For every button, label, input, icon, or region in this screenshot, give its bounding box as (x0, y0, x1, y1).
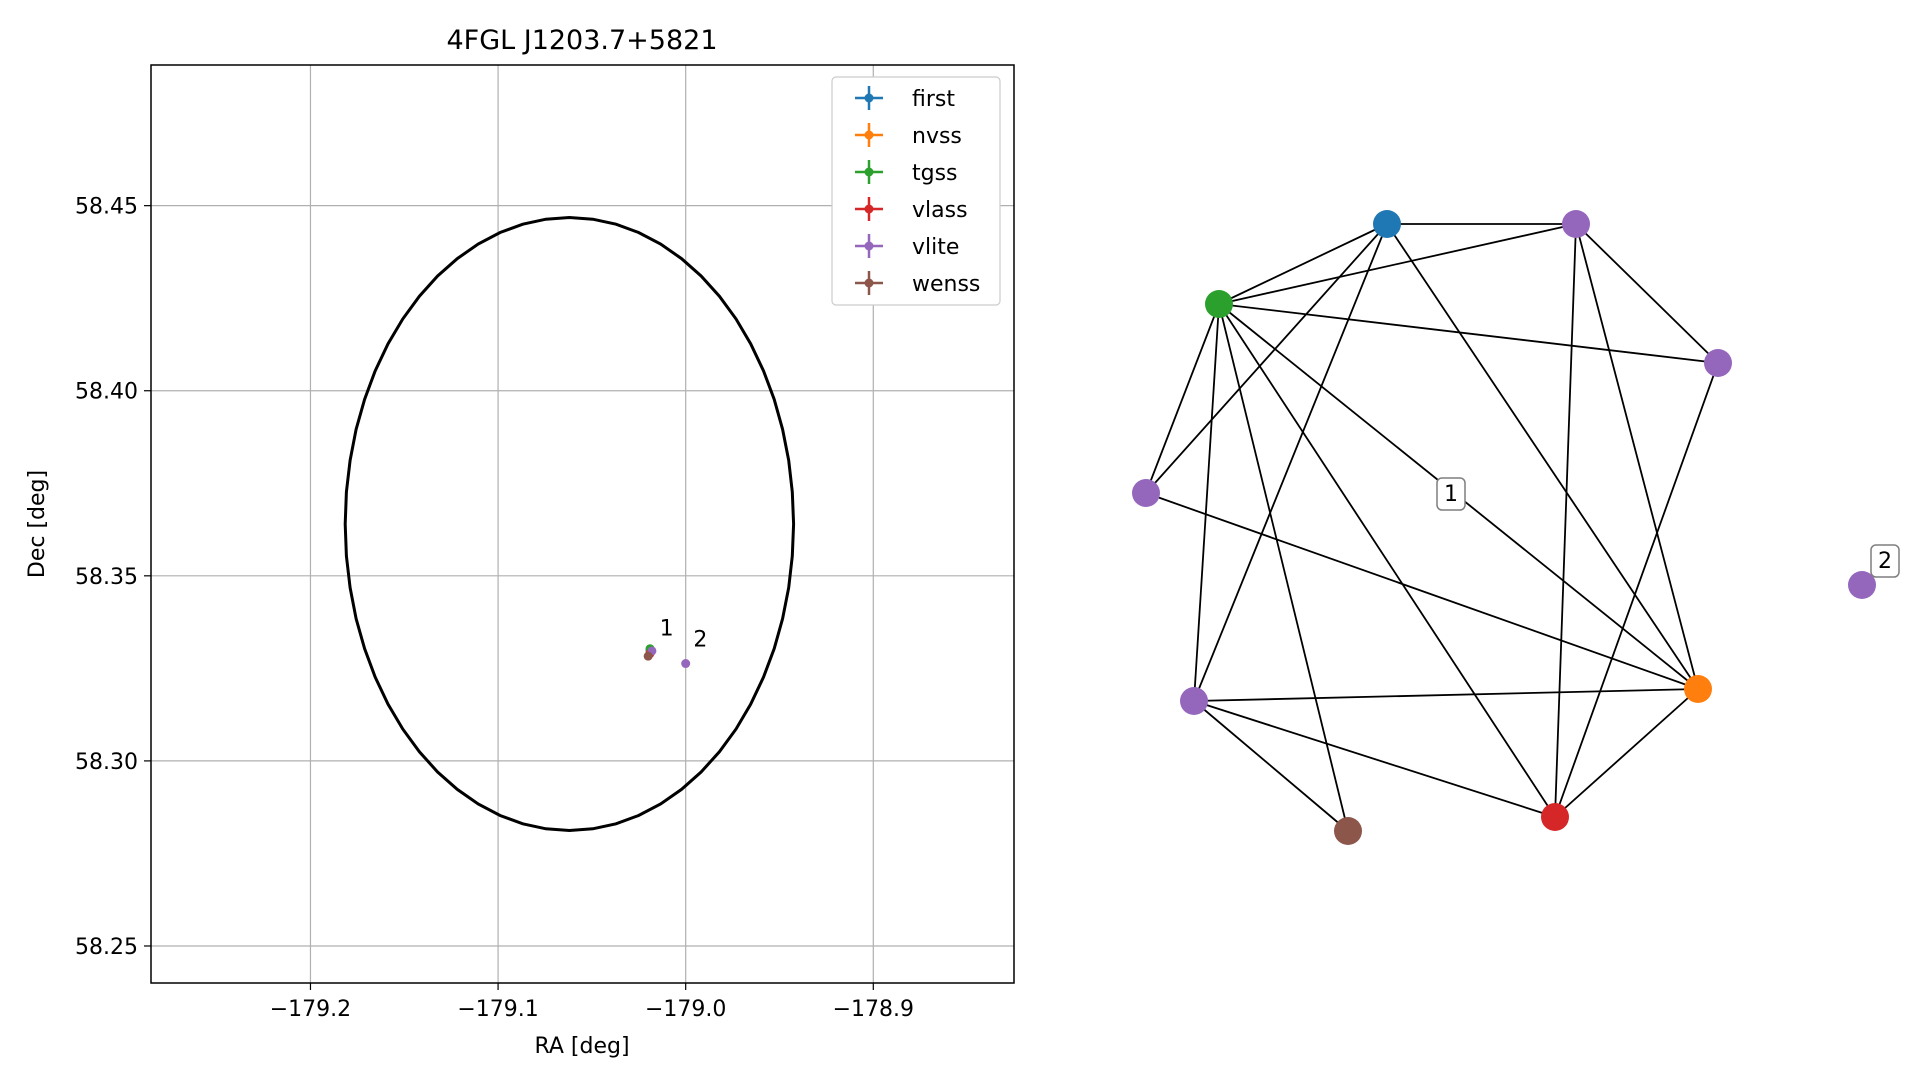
edge-first-nvss (1386, 223, 1699, 690)
legend-marker-dot (864, 93, 874, 103)
edge-vlite_d-wenss (1193, 700, 1349, 832)
y-tick-label: 58.45 (75, 195, 138, 220)
node-wenss (1334, 817, 1362, 845)
legend-entries: first nvss tgss vlass vlite wenss (855, 86, 980, 297)
edge-tgss-vlite_d (1193, 303, 1220, 702)
node-tgss (1205, 290, 1233, 318)
x-axis-ticks: −179.2 −179.1 −179.0 −178.9 (270, 983, 914, 1022)
edge-vlite_a-tgss (1218, 223, 1577, 305)
edge-vlite_a-vlass (1554, 223, 1577, 818)
y-tick-label: 58.40 (75, 380, 138, 405)
network-edges (1145, 223, 1719, 832)
node-vlite_c (1132, 479, 1160, 507)
uncertainty-ellipse (343, 215, 796, 833)
legend-label: wenss (912, 272, 980, 297)
x-tick-label: −179.2 (270, 997, 351, 1022)
edge-first-vlite_d (1193, 223, 1388, 702)
position-ellipse (343, 215, 796, 833)
y-tick-label: 58.30 (75, 750, 138, 775)
group-label-1-box (1436, 477, 1466, 511)
edge-vlass-nvss (1554, 688, 1699, 818)
edge-vlite_a-nvss (1575, 223, 1699, 690)
legend-marker-dot (864, 278, 874, 288)
y-axis-label: Dec [deg] (25, 470, 50, 578)
node-first (1373, 210, 1401, 238)
edge-vlite_d-vlass (1193, 700, 1556, 818)
group-label-1-text: 1 (1444, 482, 1458, 507)
legend-entry-wenss: wenss (855, 271, 980, 297)
node-vlite_b (1704, 349, 1732, 377)
node-nvss (1684, 675, 1712, 703)
legend-entry-vlite: vlite (855, 234, 959, 260)
legend-label: vlite (912, 235, 959, 260)
group-label-2: 2 (1870, 544, 1900, 578)
edge-tgss-vlite_c (1145, 303, 1220, 494)
y-tick-label: 58.25 (75, 935, 138, 960)
edge-tgss-vlass (1218, 303, 1556, 818)
legend-marker-dot (864, 130, 874, 140)
legend-label: first (912, 87, 955, 112)
edge-first-tgss (1218, 223, 1388, 305)
edge-vlite_a-vlite_b (1575, 223, 1719, 364)
edge-tgss-wenss (1218, 303, 1349, 832)
legend-entry-first: first (855, 86, 955, 112)
edge-vlite_d-nvss (1193, 688, 1699, 702)
legend-marker-dot (864, 167, 874, 177)
network-panel: 1 2 (1132, 210, 1900, 845)
legend-label: tgss (912, 161, 958, 186)
edge-vlite_b-vlass (1554, 362, 1719, 818)
plot-frame (150, 64, 1015, 984)
group-label-2-text: 2 (1878, 549, 1892, 574)
point-annotation: 1 (660, 617, 674, 642)
group-label-2-box (1870, 544, 1900, 578)
data-point-wenss (643, 651, 653, 661)
point-annotation: 2 (693, 628, 707, 653)
legend-label: nvss (912, 124, 962, 149)
x-tick-label: −179.1 (457, 997, 538, 1022)
chart-title: 4FGL J1203.7+5821 (446, 25, 717, 56)
x-tick-label: −178.9 (833, 997, 914, 1022)
legend-label: vlass (912, 198, 968, 223)
legend-marker-dot (864, 241, 874, 251)
x-tick-label: −179.0 (645, 997, 726, 1022)
y-axis-ticks: 58.25 58.30 58.35 58.40 58.45 (75, 195, 151, 960)
legend-marker-dot (864, 204, 874, 214)
x-axis-label: RA [deg] (534, 1034, 629, 1059)
data-point-vlite (681, 659, 691, 669)
node-vlite_a (1562, 210, 1590, 238)
network-nodes (1132, 210, 1876, 845)
data-points (643, 644, 691, 669)
edge-vlite_c-nvss (1145, 492, 1699, 690)
legend-entry-vlass: vlass (855, 197, 968, 223)
y-tick-label: 58.35 (75, 565, 138, 590)
edge-first-vlite_c (1145, 223, 1388, 494)
legend-entry-nvss: nvss (855, 123, 962, 149)
legend: first nvss tgss vlass vlite wenss (831, 76, 1001, 306)
edge-tgss-vlite_b (1218, 303, 1719, 364)
node-vlite_e (1848, 571, 1876, 599)
node-vlass (1541, 803, 1569, 831)
node-vlite_d (1180, 687, 1208, 715)
legend-entry-tgss: tgss (855, 160, 958, 186)
group-label-1: 1 (1436, 477, 1466, 511)
